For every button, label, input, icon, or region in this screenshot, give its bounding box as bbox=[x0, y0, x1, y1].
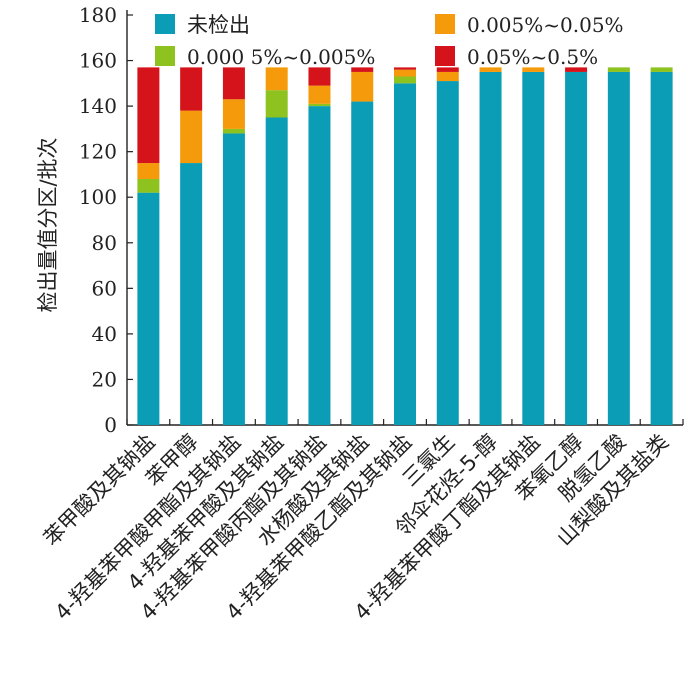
bar-segment bbox=[351, 71, 374, 102]
bar-segment bbox=[650, 67, 673, 72]
bar-segment bbox=[522, 71, 545, 425]
bar-segment bbox=[394, 76, 416, 84]
bar-segment bbox=[222, 128, 245, 134]
bar-segment bbox=[394, 67, 416, 70]
legend-swatch bbox=[155, 14, 175, 34]
legend: 未检出 0.000 5%~0.005% 0.005%~0.05% 0.05%~0.5% bbox=[155, 13, 624, 69]
bar-segment bbox=[137, 179, 160, 193]
y-tick-label: 180 bbox=[79, 3, 117, 27]
legend-label: 0.005%~0.05% bbox=[467, 13, 624, 37]
bar-segment bbox=[351, 101, 374, 426]
bar-segment bbox=[308, 103, 331, 107]
legend-label: 未检出 bbox=[187, 13, 250, 37]
bar-segment bbox=[180, 110, 203, 164]
legend-swatch bbox=[435, 14, 455, 34]
bar-segment bbox=[565, 67, 588, 72]
bar-segment bbox=[137, 67, 160, 164]
bar-segment bbox=[308, 67, 331, 86]
bar-segment bbox=[394, 69, 416, 77]
bar-segment bbox=[180, 163, 203, 426]
y-tick-label: 160 bbox=[79, 49, 117, 73]
bar-segment bbox=[436, 71, 459, 82]
y-tick-label: 120 bbox=[79, 140, 117, 164]
bar-segment bbox=[607, 71, 630, 425]
bar-segment bbox=[607, 67, 630, 72]
bar-segment bbox=[137, 163, 160, 179]
bar-segment bbox=[308, 106, 331, 425]
bar-segment bbox=[436, 67, 459, 72]
bar-segment bbox=[265, 117, 288, 425]
bar-segment bbox=[308, 85, 331, 104]
bar-segment bbox=[351, 67, 374, 72]
y-tick-label: 20 bbox=[92, 367, 117, 391]
y-tick-label: 0 bbox=[104, 413, 117, 437]
bar-segment bbox=[394, 83, 416, 425]
legend-swatch bbox=[435, 46, 455, 66]
y-tick-label: 40 bbox=[92, 322, 117, 346]
category-labels: 苯甲酸及其钠盐苯甲醇4-羟基苯甲酸甲酯及其钠盐4-羟基苯甲酸及其钠盐4-羟基苯甲… bbox=[39, 430, 673, 625]
bar-segment bbox=[137, 192, 160, 425]
legend-label: 0.05%~0.5% bbox=[467, 45, 598, 69]
y-axis-label-group: 检出量值分区/批次 bbox=[36, 137, 60, 312]
y-tick-label: 60 bbox=[92, 276, 117, 300]
bar-segment bbox=[265, 67, 288, 91]
y-tick-label: 140 bbox=[79, 94, 117, 118]
bar-segment bbox=[565, 71, 588, 425]
bar-segment bbox=[479, 67, 502, 72]
y-tick-label: 80 bbox=[92, 231, 117, 255]
axes: 0 20 40 60 80 100 120 140 160 180 bbox=[79, 3, 684, 437]
bar-segment bbox=[650, 71, 673, 425]
bar-segment bbox=[436, 81, 459, 426]
bars-group bbox=[137, 67, 673, 426]
bar-segment bbox=[265, 90, 288, 118]
legend-label: 0.000 5%~0.005% bbox=[187, 45, 375, 69]
legend-swatch bbox=[155, 46, 175, 66]
bar-segment bbox=[222, 67, 245, 100]
y-tick-label: 100 bbox=[79, 185, 117, 209]
bar-segment bbox=[522, 67, 545, 72]
bar-segment bbox=[180, 67, 203, 111]
bar-segment bbox=[222, 99, 245, 129]
bar-segment bbox=[222, 133, 245, 425]
bar-segment bbox=[479, 71, 502, 425]
y-axis-label: 检出量值分区/批次 bbox=[36, 137, 60, 312]
